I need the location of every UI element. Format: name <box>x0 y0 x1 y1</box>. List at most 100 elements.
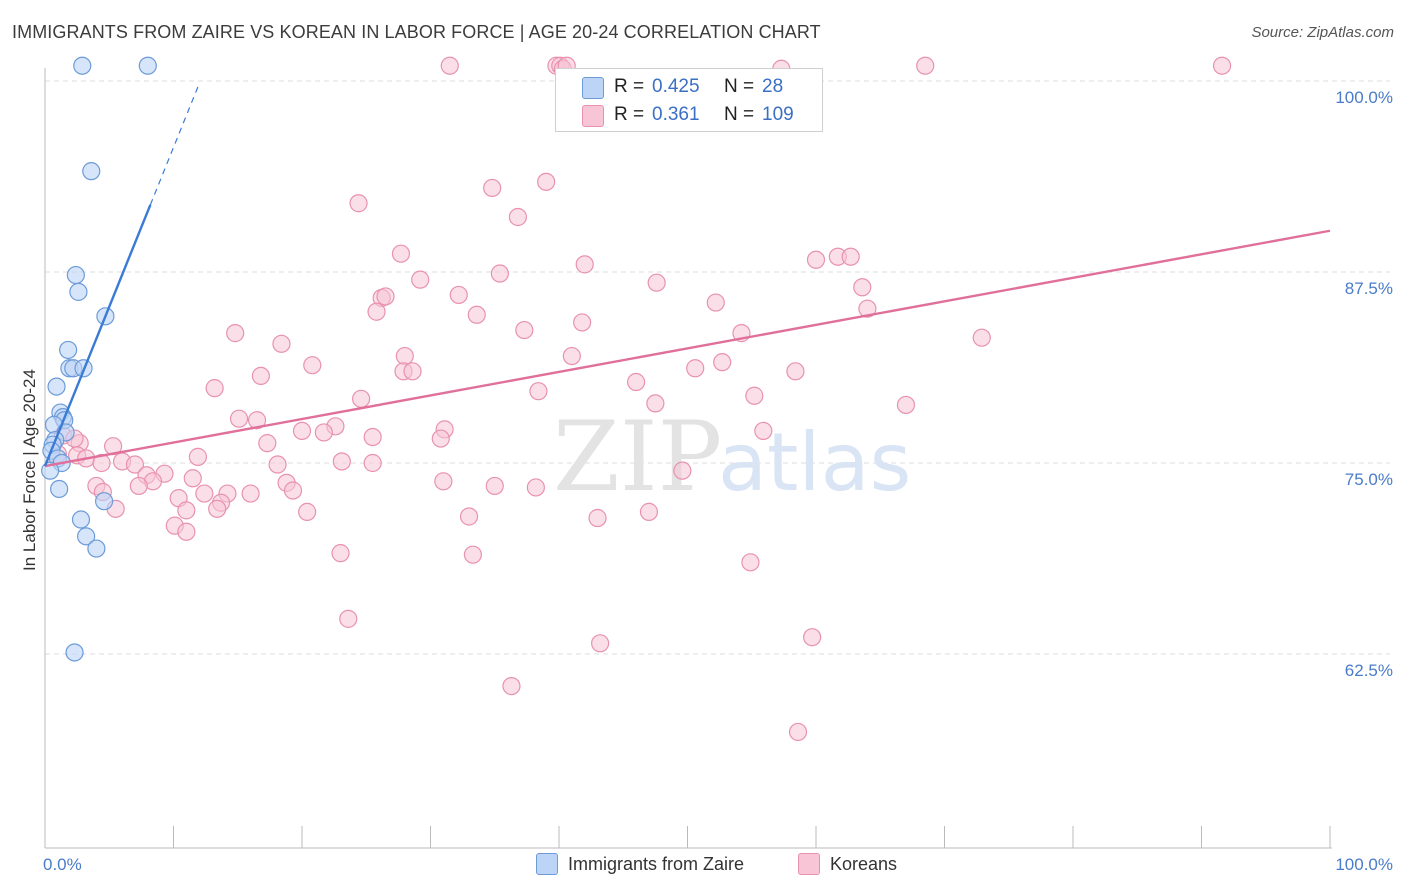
x-tick-label: 0.0% <box>43 855 82 874</box>
koreans-point <box>588 508 607 528</box>
koreans-point <box>803 628 822 647</box>
correlation-legend: R = 0.425 N = 28 R = 0.361 N = 109 <box>555 68 823 132</box>
koreans-point <box>526 478 545 497</box>
koreans-point <box>367 302 386 321</box>
koreans-point <box>515 320 534 340</box>
koreans-point <box>241 484 260 503</box>
chart-title: IMMIGRANTS FROM ZAIRE VS KOREAN IN LABOR… <box>12 22 821 42</box>
legend-n-value: 28 <box>762 76 784 97</box>
zaire-point <box>59 340 78 360</box>
zaire-point <box>138 56 157 75</box>
koreans-point <box>713 353 732 372</box>
koreans-point <box>741 553 760 572</box>
legend-row-koreans: R = 0.361 N = 109 <box>556 101 822 129</box>
koreans-point <box>626 372 646 392</box>
y-tick-label: 87.5% <box>1345 279 1393 298</box>
koreans-point <box>686 359 705 378</box>
koreans-point <box>183 469 202 488</box>
koreans-point <box>786 362 805 381</box>
koreans-point <box>591 634 610 653</box>
koreans-point <box>485 476 504 496</box>
koreans-point <box>972 328 991 347</box>
koreans-point <box>449 285 468 305</box>
koreans-point <box>706 293 725 312</box>
zaire-point <box>82 162 101 181</box>
x-tick-label: 100.0% <box>1335 855 1393 874</box>
koreans-point <box>463 545 483 564</box>
legend-swatch-koreans <box>582 105 604 127</box>
koreans-point <box>573 313 592 332</box>
koreans-point <box>205 379 224 398</box>
koreans-point <box>562 346 581 366</box>
koreans-point <box>639 502 659 521</box>
zaire-point <box>95 492 114 511</box>
koreans-point <box>298 502 317 521</box>
koreans-point <box>331 544 350 563</box>
axes <box>44 68 1332 849</box>
koreans-point <box>575 255 594 274</box>
koreans-point <box>508 207 527 227</box>
koreans-trend-line <box>44 229 1331 468</box>
koreans-point <box>858 299 877 318</box>
koreans-point <box>208 499 227 518</box>
legend-r-value: 0.361 <box>652 104 700 125</box>
zaire-points <box>41 56 157 662</box>
legend-n-label: N = <box>724 104 755 125</box>
koreans-point <box>376 287 395 306</box>
koreans-point <box>303 356 322 375</box>
koreans-point <box>440 56 459 75</box>
koreans-point <box>292 421 312 441</box>
koreans-point <box>395 346 414 366</box>
koreans-point <box>502 676 521 696</box>
koreans-point <box>647 273 666 292</box>
koreans-point <box>788 722 808 742</box>
koreans-point <box>363 453 382 473</box>
y-axis-label-wrap: In Labor Force | Age 20-24 <box>18 300 42 640</box>
y-tick-labels: 62.5% 75.0% 87.5% 100.0% <box>1335 88 1393 680</box>
koreans-point <box>195 484 214 503</box>
bottom-legend-label-koreans: Koreans <box>830 854 898 874</box>
zaire-point <box>65 643 84 662</box>
koreans-point <box>129 476 148 496</box>
zaire-point <box>71 510 91 529</box>
koreans-point <box>529 382 548 401</box>
koreans-point <box>403 362 422 381</box>
legend-n-label: N = <box>724 76 755 97</box>
koreans-points <box>48 56 1232 742</box>
koreans-point <box>268 455 287 474</box>
koreans-point <box>754 421 773 441</box>
koreans-point <box>673 461 692 480</box>
zaire-point <box>50 479 69 499</box>
koreans-point <box>411 270 430 289</box>
legend-row-zaire: R = 0.425 N = 28 <box>556 73 822 101</box>
y-axis-label: In Labor Force | Age 20-24 <box>20 369 39 571</box>
koreans-point <box>483 178 502 198</box>
koreans-point <box>1212 56 1232 75</box>
koreans-point <box>459 507 479 526</box>
koreans-point <box>314 423 333 442</box>
koreans-point <box>537 172 556 191</box>
watermark-zip: ZIP <box>553 401 722 513</box>
watermark-atlas: atlas <box>718 416 911 509</box>
zaire-point <box>69 282 88 301</box>
koreans-point <box>490 264 509 283</box>
koreans-point <box>247 411 267 430</box>
zaire-point <box>87 539 106 558</box>
y-tick-label: 62.5% <box>1345 661 1393 680</box>
source-label: Source: ZipAtlas.com <box>1251 24 1394 41</box>
legend-r-value: 0.425 <box>652 76 700 97</box>
legend-r-label: R = <box>614 76 645 97</box>
koreans-point <box>258 434 277 453</box>
grid-lines <box>45 80 1390 655</box>
zaire-point <box>47 377 66 396</box>
koreans-point <box>339 609 358 628</box>
trend-lines <box>43 83 1331 468</box>
koreans-point <box>332 452 351 471</box>
y-tick-label: 100.0% <box>1335 88 1393 107</box>
koreans-point <box>226 324 245 343</box>
bottom-legend-swatch-koreans <box>798 853 820 875</box>
legend-swatch-zaire <box>582 77 604 99</box>
koreans-point <box>431 429 450 448</box>
y-tick-label: 75.0% <box>1345 470 1393 489</box>
